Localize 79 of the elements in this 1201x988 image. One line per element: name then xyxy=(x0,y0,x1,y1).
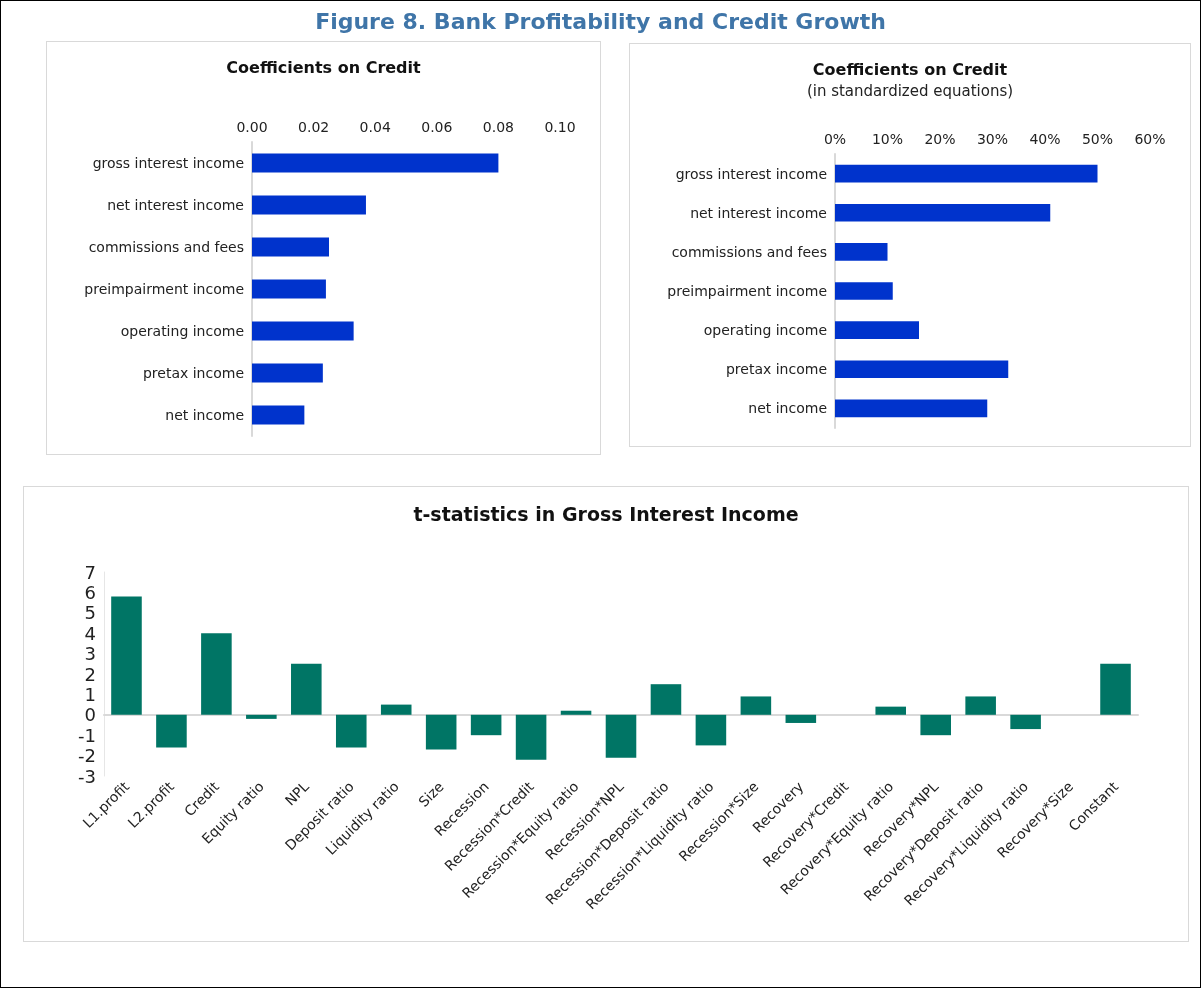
bar xyxy=(515,714,547,760)
bar xyxy=(111,596,142,715)
text: Figure 8. Bank Profitability and Credit Growth xyxy=(315,8,886,34)
y-tick-label: -2 xyxy=(78,745,96,767)
y-tick-label: operating income xyxy=(703,322,827,339)
y-tick-label: 3 xyxy=(84,643,96,665)
y-tick-label: net interest income xyxy=(107,197,244,213)
bar xyxy=(835,203,1051,222)
x-tick-label: 0.06 xyxy=(421,119,453,135)
y-tick-label: 0 xyxy=(84,704,96,726)
bar xyxy=(875,706,907,715)
bar xyxy=(380,704,412,715)
bar xyxy=(650,684,682,715)
x-tick-label: 0.02 xyxy=(298,119,330,135)
x-tick-label: 0% xyxy=(823,131,847,147)
bar xyxy=(246,714,277,719)
y-tick-label: 2 xyxy=(84,663,96,685)
bar xyxy=(740,696,772,715)
bar xyxy=(252,195,366,215)
bar xyxy=(252,279,326,299)
x-tick-label: 50% xyxy=(1081,131,1114,147)
bar xyxy=(425,714,457,750)
x-tick-label: NPL xyxy=(281,778,313,809)
bar xyxy=(835,243,888,261)
y-tick-label: 6 xyxy=(84,581,96,603)
bar xyxy=(291,663,322,715)
y-tick-label: operating income xyxy=(120,323,244,339)
y-tick-label: gross interest income xyxy=(92,155,244,171)
y-tick-label: net income xyxy=(748,400,827,417)
bar xyxy=(605,714,637,758)
bar xyxy=(252,321,354,341)
y-tick-label: commissions and fees xyxy=(671,243,827,260)
bar xyxy=(835,321,919,339)
bar xyxy=(335,714,367,748)
bar xyxy=(965,696,996,715)
bar xyxy=(785,714,817,723)
bar xyxy=(252,153,499,173)
bar xyxy=(1100,663,1131,715)
x-tick-label: 0.08 xyxy=(482,119,514,135)
x-tick-label: 40% xyxy=(1029,131,1061,147)
bar xyxy=(835,399,988,418)
bar xyxy=(920,714,951,736)
y-tick-label: gross interest income xyxy=(675,165,827,182)
bar xyxy=(252,405,305,425)
y-tick-label: pretax income xyxy=(725,361,827,378)
bar xyxy=(560,710,592,715)
y-tick-label: 4 xyxy=(84,622,96,644)
bar xyxy=(156,714,187,748)
y-tick-label: preimpairment income xyxy=(667,283,827,299)
x-tick-label: 30% xyxy=(976,131,1009,147)
y-tick-label: pretax income xyxy=(142,365,244,381)
bar xyxy=(695,714,727,746)
chart-title: Coefficients on Credit xyxy=(812,59,1008,79)
y-tick-label: preimpairment income xyxy=(84,281,244,297)
chart-title: Coefficients on Credit xyxy=(226,57,422,77)
y-tick-label: 5 xyxy=(84,602,96,624)
chart-title: t-statistics in Gross Interest Income xyxy=(413,502,799,525)
y-tick-label: -1 xyxy=(78,724,96,746)
y-tick-label: 7 xyxy=(84,561,96,583)
x-tick-label: 20% xyxy=(924,131,956,147)
x-tick-label: 0.00 xyxy=(236,119,268,135)
y-tick-label: -3 xyxy=(78,765,96,787)
x-tick-label: 0.04 xyxy=(359,119,391,135)
x-tick-label: 10% xyxy=(871,131,904,147)
bar xyxy=(1010,714,1041,730)
bar xyxy=(835,282,893,300)
y-tick-label: net income xyxy=(165,407,244,423)
x-tick-label: 0.10 xyxy=(544,119,576,135)
bar xyxy=(252,237,329,257)
bar xyxy=(835,164,1098,183)
bar xyxy=(835,360,1009,379)
bar xyxy=(252,363,323,383)
y-tick-label: commissions and fees xyxy=(88,239,244,255)
y-tick-label: net interest income xyxy=(690,204,827,221)
bar xyxy=(201,633,232,715)
x-tick-label: 60% xyxy=(1134,131,1166,147)
chart-subtitle: (in standardized equations) xyxy=(806,81,1014,100)
bar xyxy=(470,714,502,736)
y-tick-label: 1 xyxy=(84,683,96,705)
